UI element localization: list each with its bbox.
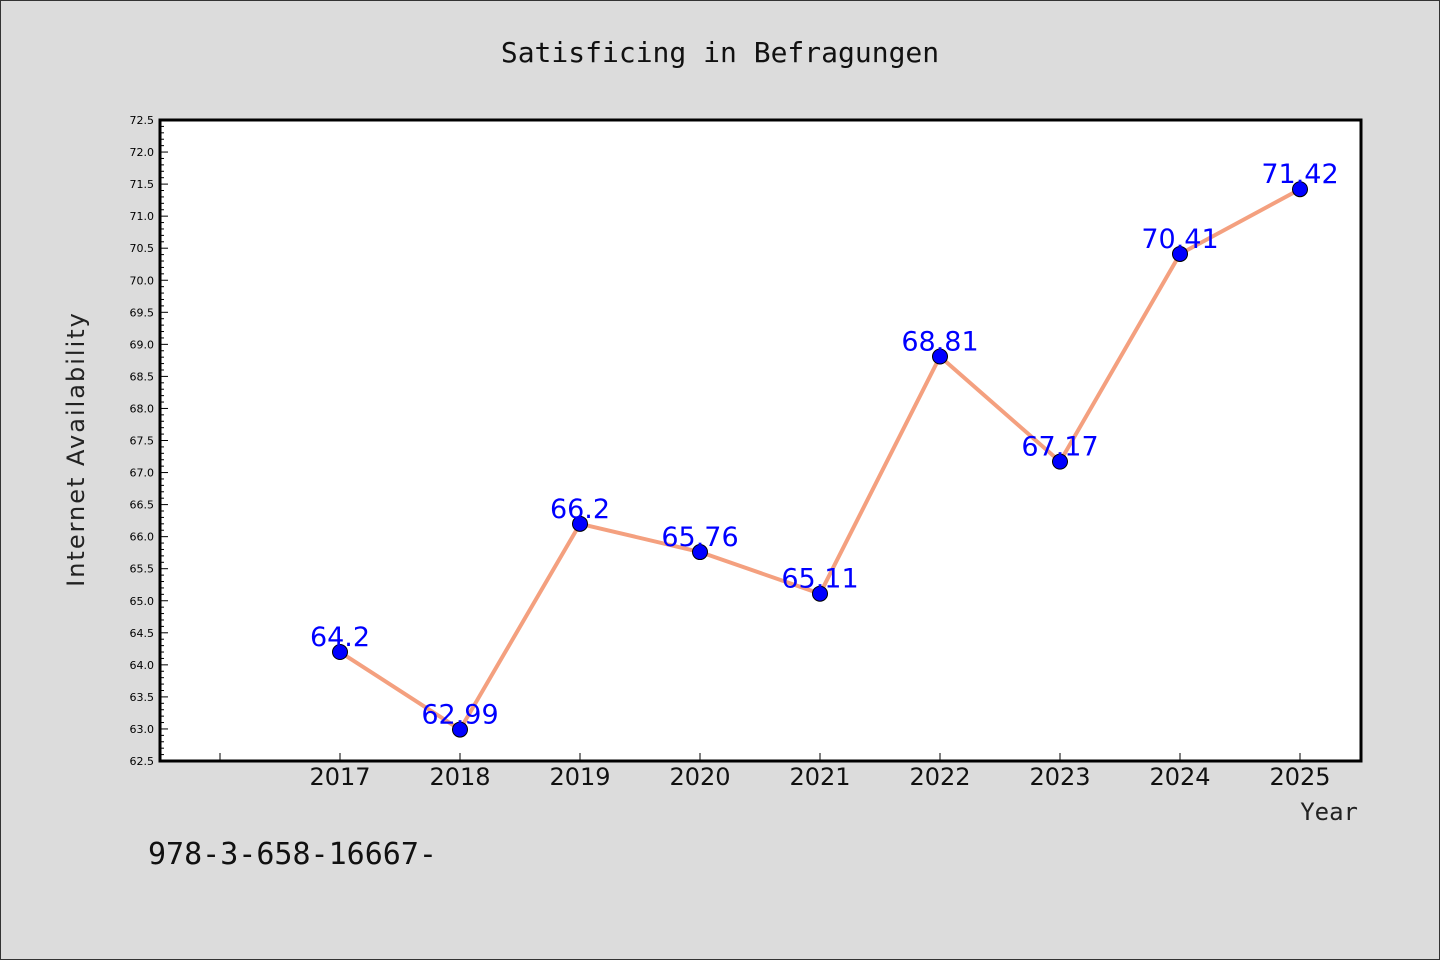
data-point-marker xyxy=(1172,245,1188,262)
x-tick-label: 2025 xyxy=(1269,763,1330,791)
x-tick-label: 2022 xyxy=(909,763,970,791)
y-tick-label: 63.5 xyxy=(130,691,155,704)
data-point-marker xyxy=(812,585,828,602)
y-tick-label: 64.0 xyxy=(130,659,155,672)
y-tick-label: 62.5 xyxy=(130,755,155,768)
data-label: 68.81 xyxy=(901,327,978,358)
data-point-marker xyxy=(452,721,468,738)
x-tick-label: 2019 xyxy=(549,763,610,791)
y-tick-label: 71.5 xyxy=(130,178,155,191)
data-label: 64.2 xyxy=(310,622,370,653)
data-label: 65.11 xyxy=(781,564,858,595)
data-label: 66.2 xyxy=(550,494,610,525)
y-tick-label: 63.0 xyxy=(130,723,155,736)
data-point-marker xyxy=(1292,181,1308,198)
y-tick-label: 70.0 xyxy=(130,274,155,287)
y-tick-label: 64.5 xyxy=(130,627,155,640)
data-labels: 64.2 62.99 66.2 65.76 65.11 68.81 67.17 70.41 71… xyxy=(310,159,1339,730)
x-tick-label: 2020 xyxy=(669,763,730,791)
y-tick-label: 69.5 xyxy=(130,306,155,319)
y-tick-label: 69.0 xyxy=(130,338,155,351)
y-tick-label: 68.5 xyxy=(130,370,155,383)
data-markers xyxy=(332,181,1308,738)
y-tick-label: 71.0 xyxy=(130,210,155,223)
y-tick-label: 67.5 xyxy=(130,435,155,448)
x-axis-label: Year xyxy=(1300,798,1358,826)
data-point-marker xyxy=(572,515,588,532)
data-label: 65.76 xyxy=(661,522,738,553)
data-label: 71.42 xyxy=(1261,159,1338,190)
y-tick-label: 68.0 xyxy=(130,402,155,415)
data-label: 67.17 xyxy=(1021,432,1098,463)
y-tick-label: 72.0 xyxy=(130,146,155,159)
data-point-marker xyxy=(932,348,948,365)
x-tick-label: 2018 xyxy=(429,763,490,791)
x-tick-label: 2017 xyxy=(309,763,370,791)
y-tick-label: 65.5 xyxy=(130,563,155,576)
y-tick-label: 70.5 xyxy=(130,242,155,255)
y-tick-label: 67.0 xyxy=(130,467,155,480)
plot-area xyxy=(158,118,1363,763)
data-label: 62.99 xyxy=(421,700,498,731)
x-tick-label: 2023 xyxy=(1029,763,1090,791)
y-axis: 62.5 63.0 63.5 64.0 64.5 65.0 65.5 66.0 66.5 67.0… xyxy=(130,114,168,768)
data-point-marker xyxy=(692,544,708,561)
y-tick-label: 72.5 xyxy=(130,114,155,127)
y-tick-label: 66.5 xyxy=(130,499,155,512)
footer-text: 978-3-658-16667- xyxy=(148,837,437,872)
y-tick-label: 65.0 xyxy=(130,595,155,608)
x-tick-label: 2024 xyxy=(1149,763,1210,791)
x-tick-label: 2021 xyxy=(789,763,850,791)
y-axis-label: Internet Availability xyxy=(62,311,90,587)
data-point-marker xyxy=(1052,453,1068,470)
chart-title: Satisficing in Befragungen xyxy=(501,36,939,69)
data-label: 70.41 xyxy=(1141,224,1218,255)
x-axis: 2017 2018 2019 2020 2021 2022 2023 2024 2025 xyxy=(219,753,1331,791)
data-point-marker xyxy=(332,644,348,661)
y-tick-label: 66.0 xyxy=(130,531,155,544)
